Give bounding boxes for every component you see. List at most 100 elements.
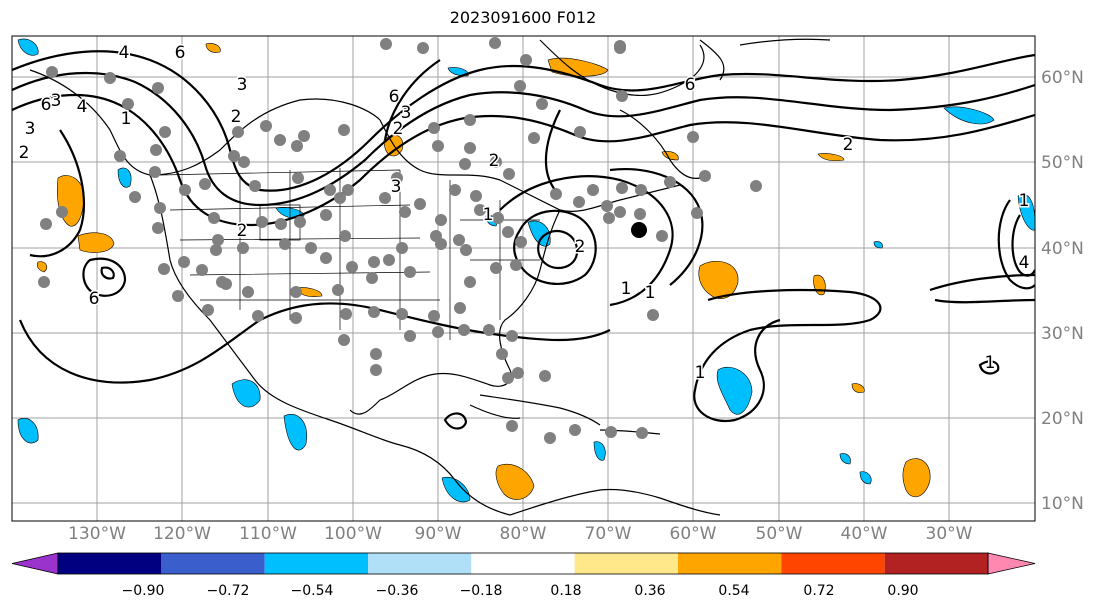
station-marker [687,131,699,143]
contour-value-label: 3 [237,75,248,95]
lon-label-50w: 50°W [755,524,803,544]
station-marker [528,132,540,144]
station-marker [636,427,648,439]
contour-value-label: 4 [77,97,88,117]
station-marker [152,82,164,94]
station-marker [647,309,659,321]
contour-value-label: 3 [25,119,36,139]
station-marker [464,276,476,288]
negative-anomaly-patch [943,106,995,125]
lon-label-130w: 130°W [68,524,126,544]
station-marker [383,254,395,266]
station-marker [368,256,380,268]
contour-value-label: 2 [237,221,248,241]
negative-anomaly-patch [716,366,753,415]
lon-label-110w: 110°W [239,524,297,544]
station-marker [605,426,617,438]
positive-anomaly-patch [813,274,826,296]
station-marker [574,126,586,138]
contour-value-label: 6 [41,95,52,115]
positive-anomaly-patch [77,232,115,253]
colorbar-segment [264,553,368,574]
station-marker [512,367,524,379]
lat-label-50n: 50°N [1041,153,1084,173]
station-marker [460,244,472,256]
station-marker [573,196,585,208]
lon-label-40w: 40°W [840,524,888,544]
station-marker [152,222,164,234]
negative-anomaly-patch [839,453,851,465]
station-marker [379,192,391,204]
station-marker [474,204,486,216]
station-marker [320,252,332,264]
station-marker [470,190,482,202]
station-marker [396,308,408,320]
station-marker [515,236,527,248]
station-marker [432,140,444,152]
station-marker [242,286,254,298]
station-marker [539,370,551,382]
station-marker [635,184,647,196]
station-marker [202,304,214,316]
station-marker [536,98,548,110]
station-marker [514,80,526,92]
negative-anomaly-patch [447,67,469,77]
positive-anomaly-patch [817,153,845,162]
station-marker [404,266,416,278]
station-marker [346,261,358,273]
station-marker [569,424,581,436]
station-marker [391,172,403,184]
station-marker [503,168,515,180]
station-marker [334,192,346,204]
station-marker [483,324,495,336]
negative-anomaly-patch [527,220,551,247]
colorbar-tick-label: 0.18 [550,583,582,599]
positive-anomaly-patch [902,458,931,498]
station-marker [368,306,380,318]
station-marker [417,42,429,54]
station-marker [260,120,272,132]
station-marker [38,276,50,288]
contour-value-label: 1 [645,283,656,303]
positive-anomaly-patch [205,43,221,53]
station-marker [332,284,344,296]
station-marker [339,230,351,242]
positive-anomaly-patch [698,261,739,299]
contour-value-label: 1 [1019,191,1030,211]
lat-label-30n: 30°N [1041,324,1084,344]
station-marker [449,184,461,196]
station-marker [616,182,628,194]
station-marker [634,208,646,220]
lon-label-100w: 100°W [324,524,382,544]
station-marker [46,66,58,78]
station-marker [298,130,310,142]
lon-label-80w: 80°W [499,524,547,544]
colorbar-segment [161,553,265,574]
station-marker [56,206,68,218]
colorbar-tick-label: −0.72 [206,583,250,599]
contour-value-label: 3 [391,177,402,197]
station-marker [149,166,161,178]
positive-anomaly-patch [661,151,679,161]
colorbar-tick-label: 0.90 [887,583,919,599]
station-marker [428,122,440,134]
station-marker [252,310,264,322]
contour-value-label: 2 [231,107,242,127]
colorbar-segment [574,553,678,574]
map-title: 2023091600 F012 [449,8,597,27]
contour-value-label: 1 [695,363,706,383]
station-marker [699,170,711,182]
station-marker [550,188,562,200]
station-marker [40,218,52,230]
station-marker [249,180,261,192]
station-marker [366,272,378,284]
negative-anomaly-patch [873,241,883,249]
station-marker [338,124,350,136]
station-marker [464,142,476,154]
station-marker [502,372,514,384]
station-marker [435,238,447,250]
station-marker [228,150,240,162]
colorbar-tick-label: 0.72 [803,583,835,599]
colorbar-outline [57,552,989,575]
station-marker [122,98,134,110]
